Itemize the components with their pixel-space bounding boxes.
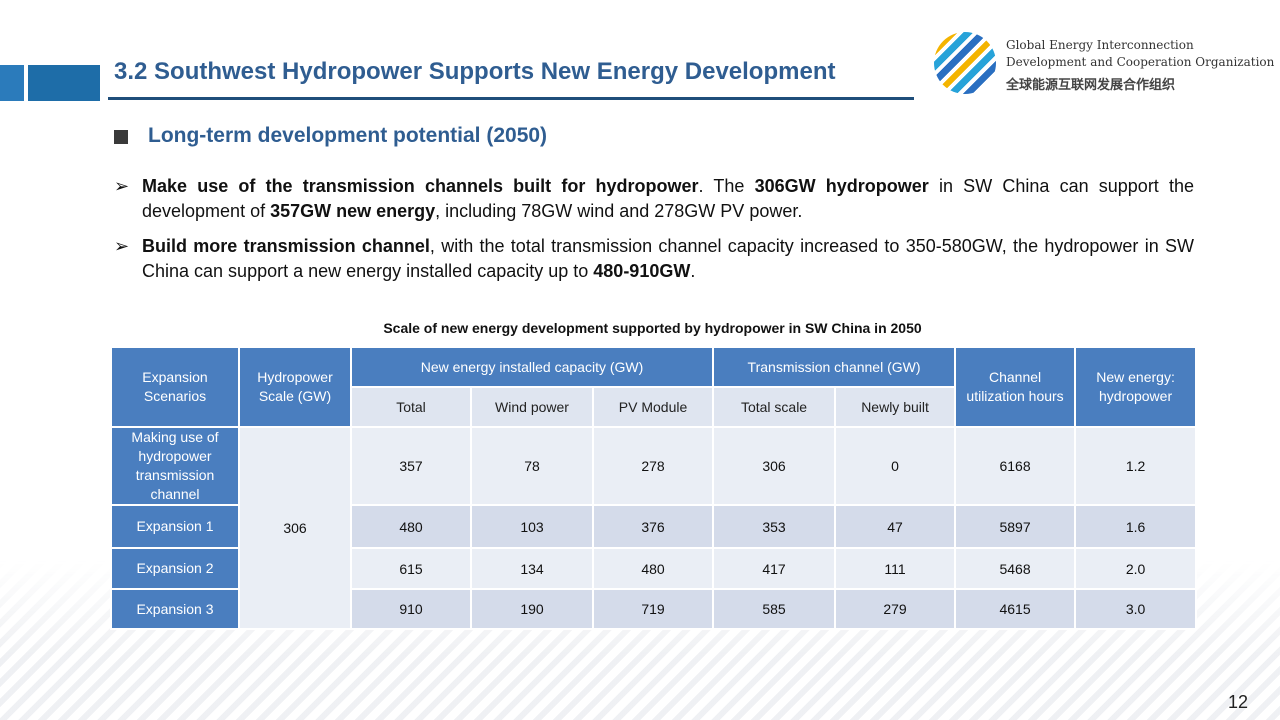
header-scenarios: Expansion Scenarios xyxy=(110,346,240,428)
header-utilization: Channel utilization hours xyxy=(954,346,1077,428)
cell-total-scale: 417 xyxy=(712,547,837,590)
cell-total-scale: 585 xyxy=(712,588,837,630)
cell-ratio: 1.2 xyxy=(1074,426,1198,506)
cell-newly-built: 111 xyxy=(834,547,957,590)
header-accent-bar-wide xyxy=(28,65,100,101)
bullet-1-text-1: . The xyxy=(698,176,755,196)
cell-pv: 719 xyxy=(591,588,715,630)
cell-total: 357 xyxy=(350,426,472,506)
header-wind: Wind power xyxy=(470,386,594,428)
page-number: 12 xyxy=(1227,692,1248,712)
header-newly-built: Newly built xyxy=(834,386,957,428)
bullet-1-bold-2: 306GW hydropower xyxy=(754,176,929,196)
title-underline xyxy=(108,97,914,100)
cell-ratio: 2.0 xyxy=(1074,547,1198,590)
logo-chinese-text: 全球能源互联网发展合作组织 xyxy=(1006,77,1176,92)
bullet-1-text-3: , including 78GW wind and 278GW PV power… xyxy=(435,201,803,221)
row-scenario-label: Expansion 1 xyxy=(110,504,240,549)
arrow-bullet-icon: ➢ xyxy=(114,236,130,256)
cell-wind: 134 xyxy=(470,547,594,590)
data-table: Expansion Scenarios Hydropower Scale (GW… xyxy=(110,346,1198,630)
header-hydro-scale: Hydropower Scale (GW) xyxy=(238,346,352,428)
cell-total: 910 xyxy=(350,588,472,630)
cell-newly-built: 0 xyxy=(834,426,957,506)
row-scenario-label: Expansion 2 xyxy=(110,547,240,590)
table-row: Expansion 2 615 134 480 417 111 5468 2.0 xyxy=(110,547,1198,590)
cell-ratio: 3.0 xyxy=(1074,588,1198,630)
cell-hours: 6168 xyxy=(954,426,1077,506)
cell-hours: 4615 xyxy=(954,588,1077,630)
arrow-bullet-icon: ➢ xyxy=(114,176,130,196)
header-ratio: New energy: hydropower xyxy=(1074,346,1198,428)
header-transmission: Transmission channel (GW) xyxy=(712,346,957,388)
table-caption: Scale of new energy development supporte… xyxy=(383,320,922,336)
cell-ratio: 1.6 xyxy=(1074,504,1198,549)
logo-english-line-2: Development and Cooperation Organization xyxy=(1006,55,1275,69)
row-scenario-label: Expansion 3 xyxy=(110,588,240,630)
header-pv: PV Module xyxy=(591,386,715,428)
cell-hours: 5468 xyxy=(954,547,1077,590)
bullet-2-bold-1: Build more transmission channel xyxy=(142,236,430,256)
globe-logo-icon xyxy=(934,32,996,94)
header-total: Total xyxy=(350,386,472,428)
cell-total: 615 xyxy=(350,547,472,590)
section-subtitle: Long-term development potential (2050) xyxy=(148,124,548,147)
bullet-2-text-1: , with the total transmission channel ca… xyxy=(142,236,1194,281)
header-new-energy: New energy installed capacity (GW) xyxy=(349,346,715,388)
cell-total-scale: 353 xyxy=(712,504,837,549)
bullet-2-text-2: . xyxy=(690,261,696,281)
cell-newly-built: 47 xyxy=(834,504,957,549)
table-row: Making use of hydropower transmission ch… xyxy=(110,426,1198,630)
bullet-item: ➢ Build more transmission channel, with … xyxy=(114,234,1194,284)
cell-newly-built: 279 xyxy=(834,588,957,630)
table-row: Expansion 1 480 103 376 353 47 5897 1.6 xyxy=(110,504,1198,549)
cell-hours: 5897 xyxy=(954,504,1077,549)
cell-wind: 78 xyxy=(470,426,594,506)
logo-english-text: Global Energy Interconnection Developmen… xyxy=(1006,37,1274,71)
header-accent-bar xyxy=(0,65,24,101)
cell-pv: 376 xyxy=(591,504,715,549)
bullet-item: ➢ Make use of the transmission channels … xyxy=(114,174,1194,224)
cell-wind: 103 xyxy=(470,504,594,549)
bullet-list: ➢ Make use of the transmission channels … xyxy=(114,174,1194,294)
bullet-1-text-2: in SW China can support the development … xyxy=(142,176,1195,221)
logo-english-line-1: Global Energy Interconnection xyxy=(1006,38,1194,52)
header-total-scale: Total scale xyxy=(712,386,837,428)
table-row: Expansion 3 910 190 719 585 279 4615 3.0 xyxy=(110,588,1198,630)
row-scenario-label: Making use of hydropower transmission ch… xyxy=(110,426,240,506)
cell-wind: 190 xyxy=(470,588,594,630)
page-title: 3.2 Southwest Hydropower Supports New En… xyxy=(114,58,836,85)
cell-total-scale: 306 xyxy=(712,426,837,506)
cell-pv: 278 xyxy=(591,426,715,506)
cell-total: 480 xyxy=(350,504,472,549)
bullet-2-bold-2: 480-910GW xyxy=(593,261,691,281)
cell-pv: 480 xyxy=(591,547,715,590)
bullet-1-bold-3: 357GW new energy xyxy=(270,201,436,221)
bullet-1-bold-1: Make use of the transmission channels bu… xyxy=(142,176,699,196)
square-bullet-icon xyxy=(114,130,128,144)
hydro-scale-value: 306 xyxy=(238,426,352,630)
